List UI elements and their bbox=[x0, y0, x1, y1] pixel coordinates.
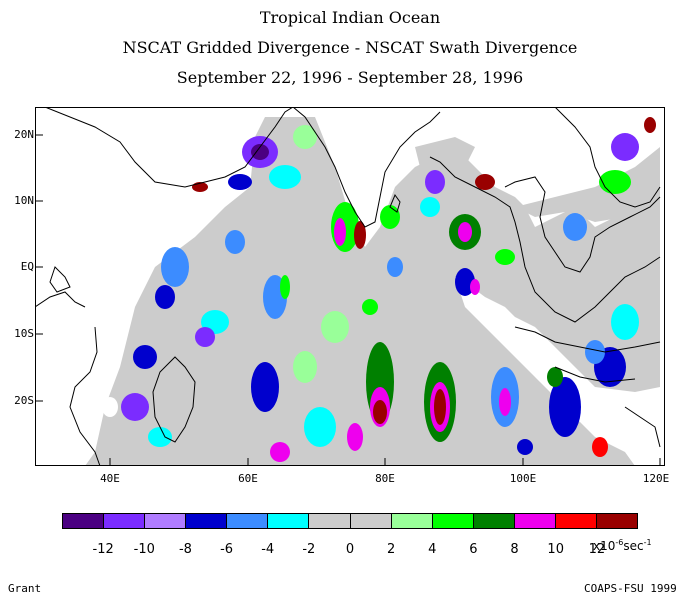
y-tick-label: EQ bbox=[20, 260, 34, 273]
title-line-3: September 22, 1996 - September 28, 1996 bbox=[176, 68, 524, 87]
color-scale-label: -2 bbox=[302, 542, 316, 557]
axis-ticks bbox=[35, 134, 661, 466]
color-scale-label: -12 bbox=[92, 542, 114, 557]
title-line-2: NSCAT Gridded Divergence - NSCAT Swath D… bbox=[122, 38, 578, 57]
map-canvas bbox=[35, 107, 665, 466]
unit-prefix: x10 bbox=[593, 539, 616, 553]
unit-suffix: sec bbox=[623, 539, 644, 553]
color-scale-label: 4 bbox=[428, 542, 437, 557]
color-scale-label: 0 bbox=[345, 542, 355, 557]
color-swatch bbox=[473, 514, 515, 528]
x-tick-label: 60E bbox=[238, 472, 258, 485]
color-scale-label: -4 bbox=[261, 542, 275, 557]
color-scale-label: 12 bbox=[588, 542, 606, 557]
x-tick-label: 120E bbox=[642, 472, 670, 485]
y-tick-label: 20N bbox=[14, 128, 34, 141]
map-frame bbox=[35, 107, 665, 466]
color-swatch bbox=[555, 514, 598, 528]
color-swatch bbox=[514, 514, 556, 528]
color-scale-label: 2 bbox=[387, 542, 396, 557]
coastlines bbox=[35, 107, 661, 466]
color-scale-unit: x10-6sec-1 bbox=[593, 538, 652, 553]
x-tick-label: 40E bbox=[100, 472, 120, 485]
color-scale-label: -10 bbox=[133, 542, 155, 557]
x-tick-label: 100E bbox=[509, 472, 537, 485]
color-scale-label: -8 bbox=[178, 542, 192, 557]
color-swatch bbox=[145, 514, 187, 528]
color-swatch bbox=[597, 514, 638, 528]
organization-credit: COAPS-FSU 1999 bbox=[584, 582, 677, 595]
divergence-map bbox=[35, 107, 665, 466]
color-swatch bbox=[309, 514, 351, 528]
color-swatch bbox=[186, 514, 228, 528]
author-credit: Grant bbox=[8, 582, 42, 595]
unit-exponent: -6 bbox=[615, 538, 624, 547]
color-scale-label: -6 bbox=[220, 542, 234, 557]
y-tick-label: 10N bbox=[14, 194, 34, 207]
unit-suffix-exponent: -1 bbox=[643, 538, 652, 547]
x-tick-label: 80E bbox=[375, 472, 395, 485]
color-scale-label: 8 bbox=[510, 542, 519, 557]
y-tick-label: 20S bbox=[14, 394, 34, 407]
color-swatch bbox=[432, 514, 474, 528]
color-swatch bbox=[391, 514, 433, 528]
color-swatch bbox=[227, 514, 269, 528]
title-line-1: Tropical Indian Ocean bbox=[259, 8, 441, 27]
color-scale-bar bbox=[62, 513, 638, 529]
y-tick-label: 10S bbox=[14, 327, 34, 340]
color-swatch bbox=[268, 514, 310, 528]
color-swatch bbox=[104, 514, 146, 528]
color-scale-label: 10 bbox=[547, 542, 564, 557]
color-swatch bbox=[350, 514, 392, 528]
color-swatch bbox=[63, 514, 105, 528]
color-scale-label: 6 bbox=[469, 542, 478, 557]
